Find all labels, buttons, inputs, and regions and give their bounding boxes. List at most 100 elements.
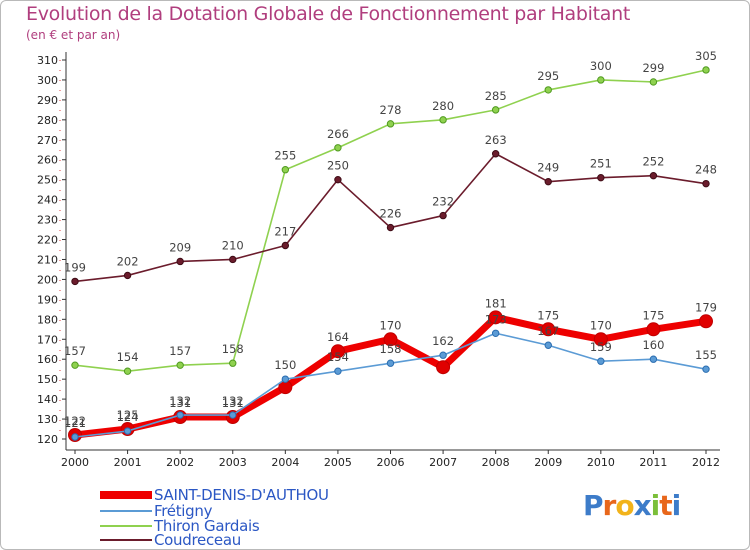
x-tick-label: 2009 — [534, 456, 562, 469]
logo-letter: o — [615, 489, 634, 522]
data-label: 175 — [642, 308, 664, 322]
y-tick-label: 120 — [37, 433, 58, 446]
data-point — [386, 120, 395, 128]
data-label: 162 — [432, 334, 454, 348]
data-point — [699, 314, 713, 329]
data-point — [649, 355, 658, 363]
data-point — [281, 375, 290, 383]
data-label: 160 — [642, 338, 664, 352]
data-label: 158 — [380, 342, 402, 356]
data-point — [334, 144, 342, 152]
data-point — [544, 341, 552, 349]
y-tick-label: 310 — [37, 54, 58, 67]
data-label: 285 — [485, 89, 507, 103]
x-tick-label: 2001 — [114, 456, 142, 469]
data-label: 263 — [485, 133, 507, 147]
data-label: 175 — [537, 308, 559, 322]
y-tick-label: 210 — [37, 253, 58, 266]
x-tick-label: 2012 — [692, 456, 720, 469]
data-point — [649, 78, 658, 86]
y-tick-label: 200 — [37, 273, 58, 286]
data-point — [436, 360, 451, 375]
data-point — [71, 433, 79, 441]
data-label: 249 — [537, 161, 559, 175]
data-point — [491, 106, 500, 114]
data-point — [330, 344, 345, 359]
data-point — [123, 367, 132, 375]
data-label: 173 — [485, 312, 507, 326]
data-point — [702, 365, 710, 373]
data-label: 131 — [222, 396, 244, 410]
legend-swatch — [100, 525, 152, 527]
data-label: 250 — [327, 159, 349, 173]
x-tick-label: 2003 — [219, 456, 247, 469]
data-label: 295 — [537, 69, 559, 83]
data-point — [281, 166, 290, 174]
data-point — [439, 116, 447, 124]
legend-item: Coudreceau — [100, 531, 241, 549]
data-label: 305 — [695, 49, 717, 63]
data-label: 299 — [642, 61, 664, 75]
x-tick-label: 2008 — [482, 456, 510, 469]
legend-item: SAINT-DENIS-D'AUTHOU — [100, 486, 329, 504]
data-point — [439, 211, 447, 220]
y-tick-label: 230 — [37, 214, 58, 227]
legend-label: Thiron Gardais — [154, 517, 260, 535]
data-label: 232 — [432, 195, 454, 209]
data-point — [386, 223, 395, 232]
y-tick-label: 280 — [37, 114, 58, 127]
data-point — [649, 171, 658, 180]
logo-letter: i — [650, 489, 661, 522]
data-point — [281, 241, 290, 250]
logo-letter: r — [602, 489, 617, 522]
y-tick-label: 150 — [37, 373, 58, 386]
data-point — [176, 361, 184, 369]
y-tick-label: 180 — [37, 313, 58, 326]
proxiti-logo: Proxiti — [583, 489, 681, 522]
data-label: 164 — [327, 330, 349, 344]
data-point — [544, 177, 552, 186]
data-point — [544, 86, 552, 94]
data-label: 155 — [695, 348, 717, 362]
data-label: 157 — [169, 344, 191, 358]
data-point — [541, 322, 556, 337]
y-tick-label: 300 — [37, 74, 58, 87]
legend-label: Frétigny — [154, 502, 213, 520]
y-tick-label: 170 — [37, 333, 58, 346]
chart-subtitle: (en € et par an) — [26, 28, 121, 42]
logo-letter: t — [659, 489, 672, 522]
y-tick-label: 240 — [37, 194, 58, 207]
data-label: 154 — [117, 350, 139, 364]
data-label: 255 — [274, 149, 296, 163]
data-point — [702, 179, 710, 188]
data-point — [702, 66, 710, 74]
data-point — [597, 173, 605, 182]
data-label: 202 — [117, 254, 139, 268]
y-tick-label: 160 — [37, 353, 58, 366]
data-point — [646, 322, 661, 337]
data-label: 132 — [169, 394, 191, 408]
chart-title: Evolution de la Dotation Globale de Fonc… — [26, 3, 631, 25]
data-label: 159 — [590, 340, 612, 354]
data-point — [176, 411, 184, 419]
y-tick-label: 270 — [37, 134, 58, 147]
data-label: 131 — [169, 396, 191, 410]
data-point — [123, 427, 132, 435]
legend-swatch — [100, 491, 152, 499]
data-point — [71, 361, 79, 369]
legend-swatch — [100, 510, 152, 512]
data-label: 170 — [590, 318, 612, 332]
data-point — [488, 310, 503, 325]
data-label: 154 — [327, 350, 349, 364]
data-point — [123, 271, 132, 280]
y-tick-label: 130 — [37, 413, 58, 426]
x-tick-label: 2002 — [166, 456, 194, 469]
data-label: 217 — [274, 225, 296, 239]
data-point — [597, 357, 605, 365]
data-point — [491, 150, 500, 158]
x-tick-label: 2005 — [324, 456, 352, 469]
data-label: 122 — [64, 414, 86, 428]
data-label: 121 — [64, 416, 86, 430]
data-label: 199 — [64, 260, 86, 274]
data-label: 167 — [537, 324, 559, 338]
